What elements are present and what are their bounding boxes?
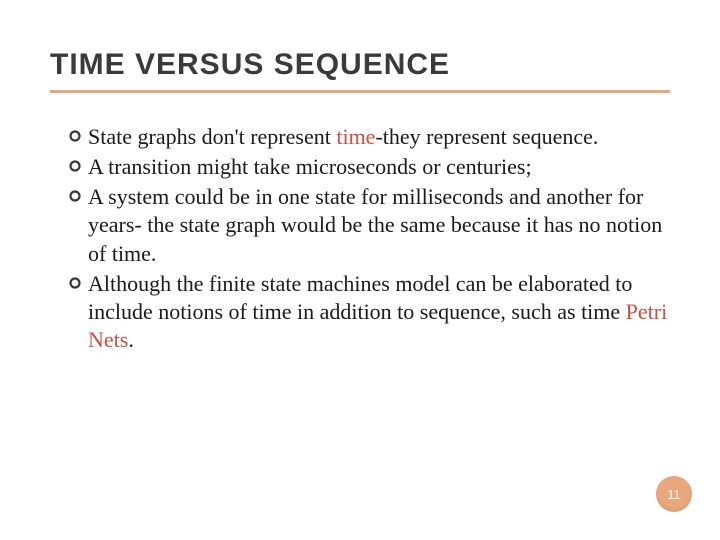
bullet-list: State graphs don't represent time-they r… [50, 123, 670, 354]
list-item: A system could be in one state for milli… [68, 183, 670, 267]
list-item: Although the finite state machines model… [68, 270, 670, 354]
bullet-text: Although the finite state machines model… [88, 270, 670, 354]
page-number-badge: 11 [656, 476, 692, 512]
bullet-icon [68, 159, 82, 173]
list-item: A transition might take microseconds or … [68, 153, 670, 181]
bullet-text: A system could be in one state for milli… [88, 183, 670, 267]
bullet-icon [68, 129, 82, 143]
bullet-icon [68, 189, 82, 203]
slide: TIME VERSUS SEQUENCE State graphs don't … [0, 0, 720, 540]
slide-title: TIME VERSUS SEQUENCE [50, 48, 670, 82]
title-underline [50, 90, 670, 93]
bullet-icon [68, 276, 82, 290]
list-item: State graphs don't represent time-they r… [68, 123, 670, 151]
bullet-text: State graphs don't represent time-they r… [88, 123, 598, 151]
bullet-text: A transition might take microseconds or … [88, 153, 532, 181]
accent-text: time [336, 124, 375, 149]
page-number: 11 [667, 487, 681, 502]
